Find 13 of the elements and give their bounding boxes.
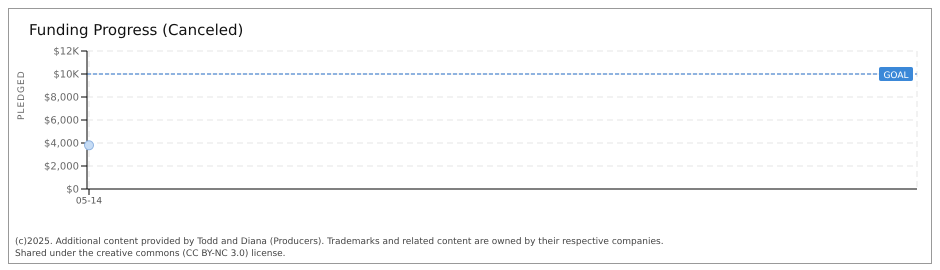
y-tick-label: $0 xyxy=(66,184,79,196)
text: Shared under the creative commons (CC BY-NC 3.0) license. xyxy=(15,248,287,260)
chart-title: Funding Progress (Canceled) xyxy=(29,21,244,39)
y-tick-label: $2,000 xyxy=(44,162,79,173)
y-tick-label: $4,000 xyxy=(44,138,79,150)
y-tick-label: $12K xyxy=(53,46,80,58)
x-tick-label: 05-14 xyxy=(76,196,102,206)
y-tick-label: $6,000 xyxy=(44,116,79,127)
y-tick-label: $10K xyxy=(53,70,80,81)
ref-line-label: GOAL xyxy=(883,71,909,81)
y-tick-label: $8,000 xyxy=(44,92,79,104)
y-axis-title: PLEDGED xyxy=(17,70,28,120)
text: (c)2025. Additional content provided by Todd and Diana (Producers). Trademarks and related content are owned by their respective companies. xyxy=(15,236,664,248)
